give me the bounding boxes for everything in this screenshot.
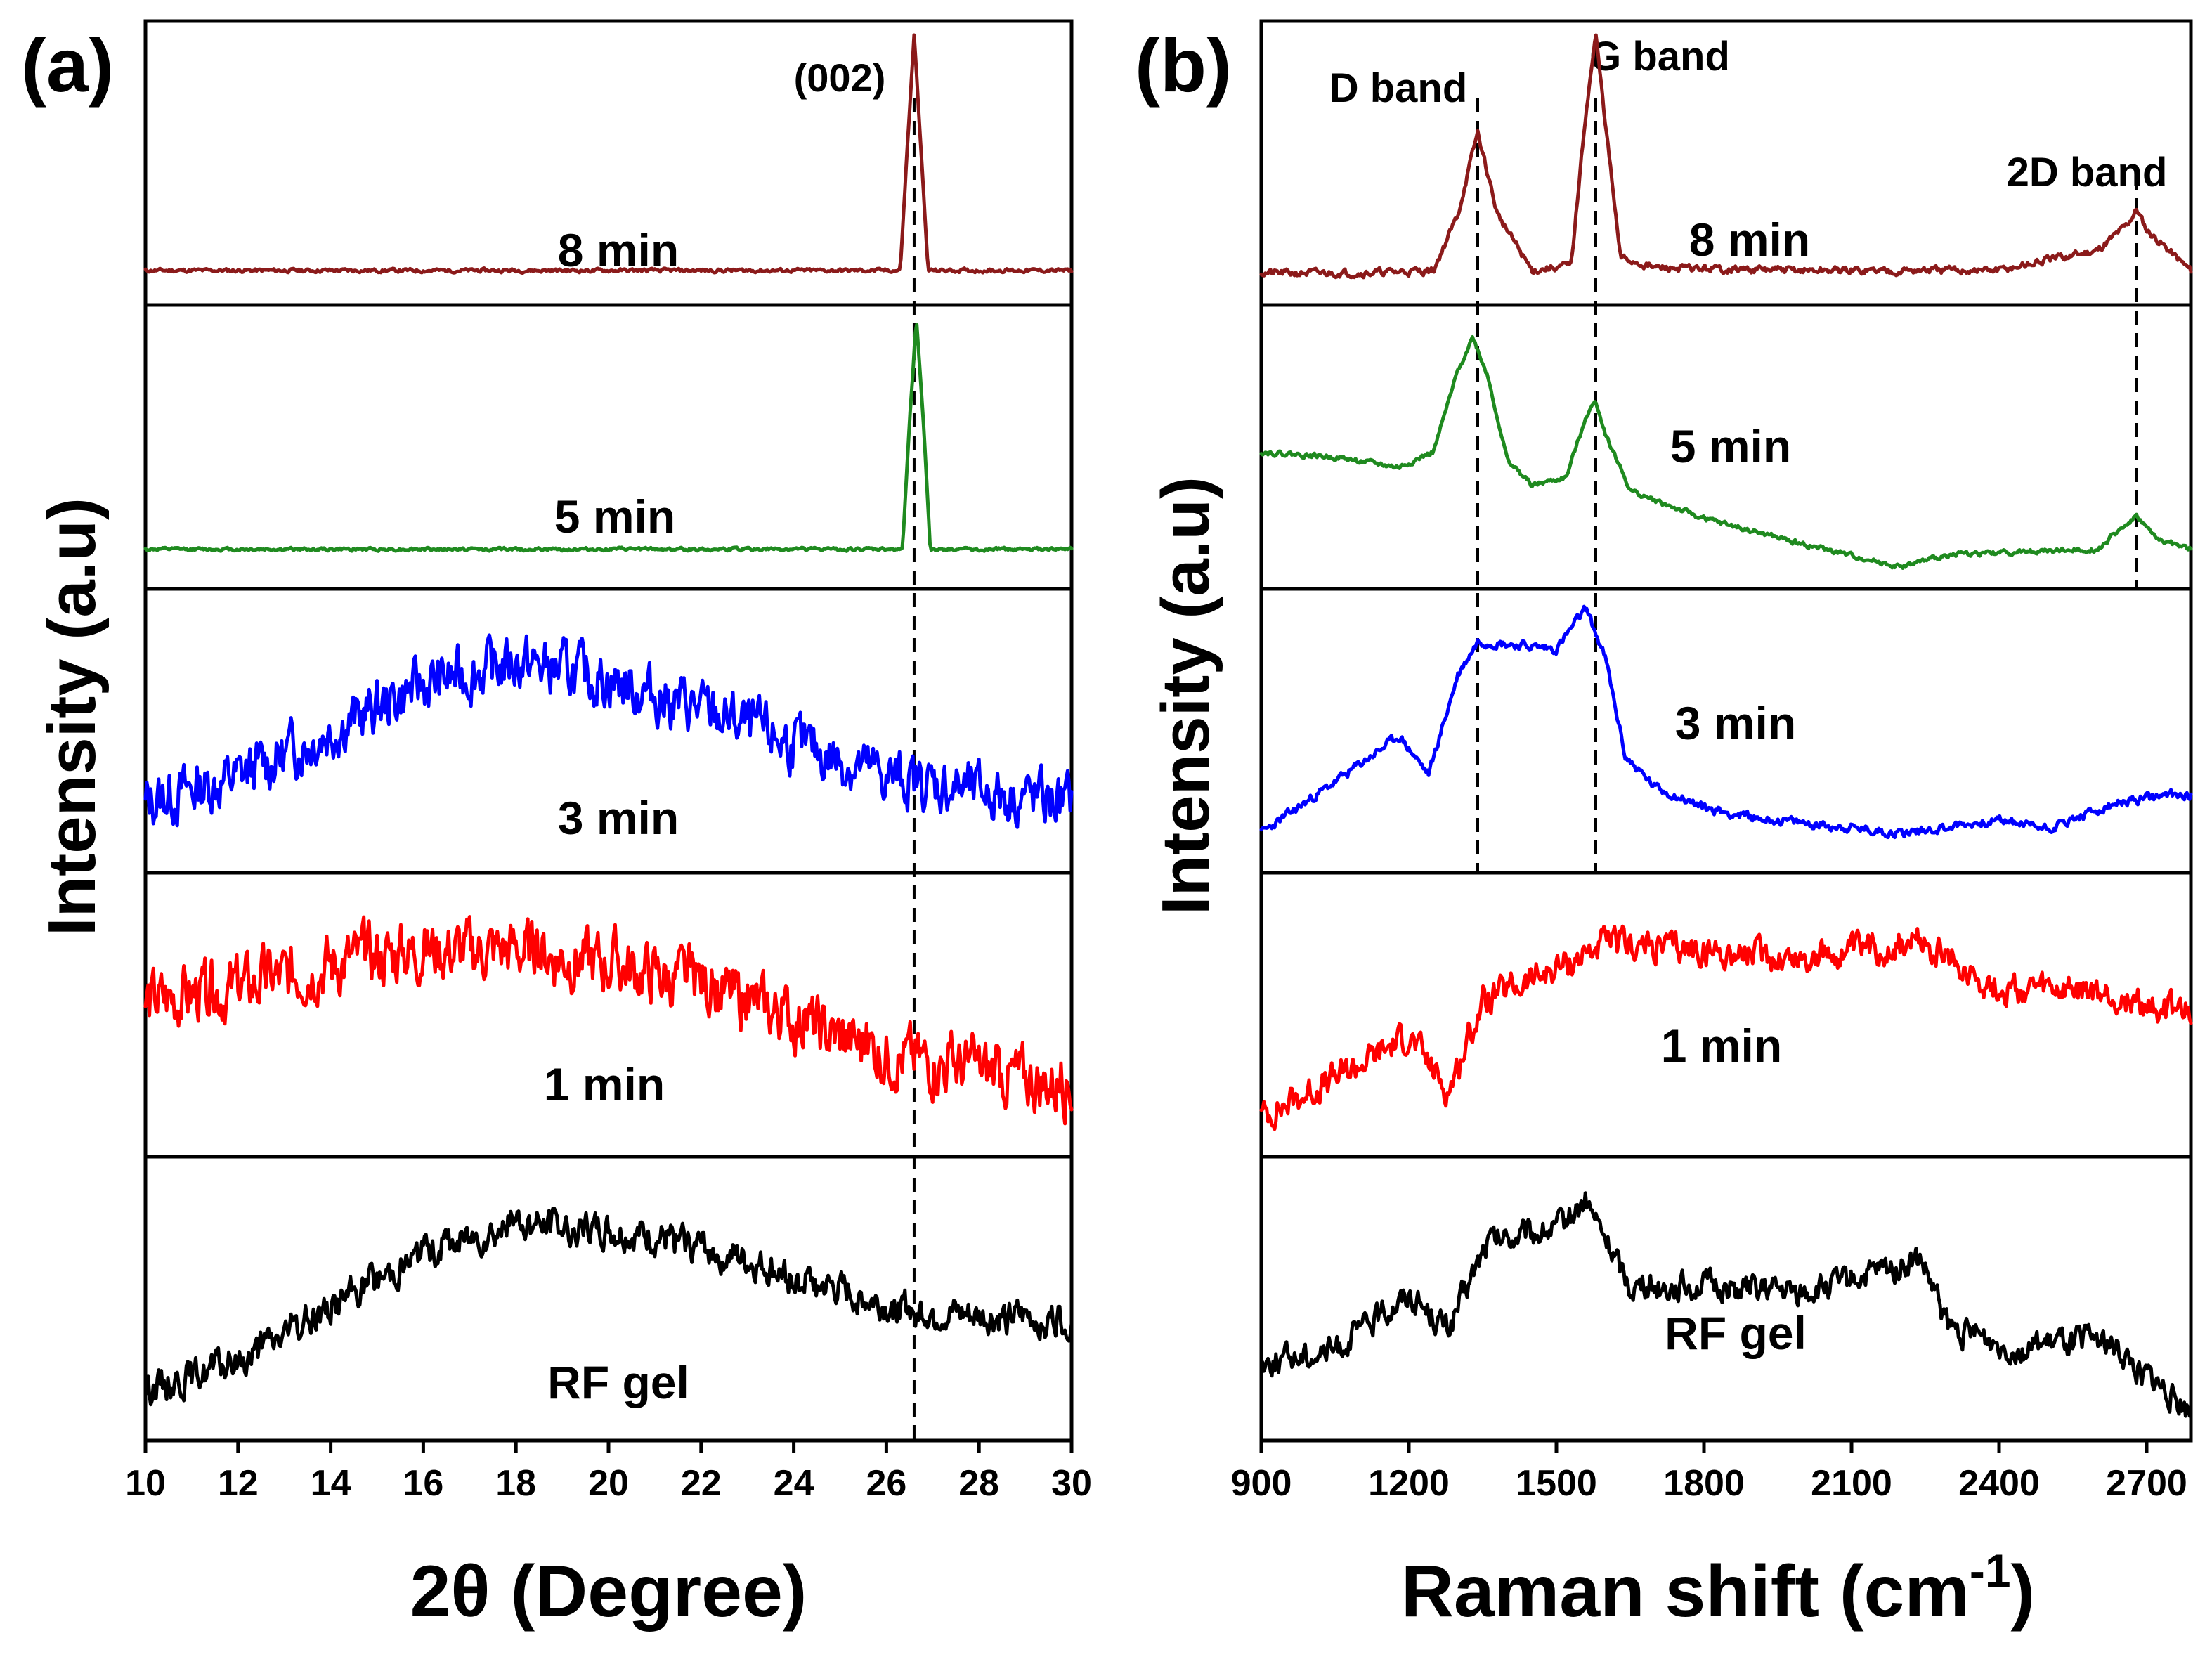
series-label-1-min-a: 1 min bbox=[544, 1058, 665, 1110]
series-8-min-b bbox=[1259, 33, 2193, 280]
series-label-5-min-a: 5 min bbox=[554, 490, 675, 542]
x-tick-label: 16 bbox=[403, 1463, 443, 1504]
x-tick-label: 14 bbox=[311, 1463, 351, 1504]
x-axis-title-b-main: Raman shift (cm bbox=[1401, 1551, 1970, 1632]
series-label-rf-gel-b: RF gel bbox=[1665, 1307, 1807, 1359]
plot-frame-b bbox=[1259, 19, 2193, 1443]
series-5-min-a bbox=[143, 323, 1074, 553]
panel-b: (b) Intensity (a.u) Raman shift (cm-1) D… bbox=[1135, 19, 2193, 1632]
panel-label-a: (a) bbox=[21, 22, 114, 108]
panel-label-b: (b) bbox=[1135, 22, 1232, 108]
x-tick-label: 28 bbox=[958, 1463, 999, 1504]
x-tick-label: 20 bbox=[588, 1463, 629, 1504]
series-label-3-min-b: 3 min bbox=[1675, 697, 1796, 749]
series-8-min-a bbox=[143, 33, 1074, 275]
x-tick-label: 24 bbox=[774, 1463, 814, 1504]
series-label-5-min-b: 5 min bbox=[1670, 420, 1791, 472]
series-3-min-a bbox=[143, 633, 1074, 829]
x-tick-label: 30 bbox=[1051, 1463, 1092, 1504]
x-tick-label: 18 bbox=[495, 1463, 536, 1504]
annotation-002: (002) bbox=[794, 56, 886, 100]
annotation-2d-band: 2D band bbox=[2007, 150, 2168, 195]
series-rf-gel-b bbox=[1259, 1191, 2193, 1418]
series-label-3-min-a: 3 min bbox=[558, 792, 679, 844]
x-tick-label: 900 bbox=[1231, 1463, 1292, 1504]
series-1-min-a bbox=[143, 915, 1074, 1126]
x-tick-label: 2100 bbox=[1811, 1463, 1892, 1504]
annotation-d-band: D band bbox=[1329, 65, 1468, 111]
x-axis-title-b-suffix: ) bbox=[2011, 1551, 2036, 1632]
panel-a: (a) Intensity (a.u) 2θ (Degree) (002) 10… bbox=[21, 19, 1092, 1632]
series-rf-gel-a bbox=[143, 1207, 1074, 1407]
x-tick-label: 1500 bbox=[1516, 1463, 1597, 1504]
x-tick-label: 1200 bbox=[1368, 1463, 1450, 1504]
y-axis-title-a: Intensity (a.u) bbox=[34, 498, 110, 936]
series-label-8-min-a: 8 min bbox=[558, 224, 679, 276]
x-tick-label: 2700 bbox=[2106, 1463, 2187, 1504]
series-label-1-min-b: 1 min bbox=[1661, 1020, 1782, 1072]
x-axis-title-b: Raman shift (cm-1) bbox=[1401, 1545, 2035, 1632]
x-axis-title-b-sup: -1 bbox=[1970, 1545, 2011, 1597]
x-tick-label: 22 bbox=[681, 1463, 722, 1504]
annotation-g-band: G band bbox=[1589, 34, 1730, 79]
x-tick-label: 2400 bbox=[1958, 1463, 2040, 1504]
series-label-8-min-b: 8 min bbox=[1689, 214, 1810, 266]
x-tick-label: 26 bbox=[866, 1463, 906, 1504]
series-3-min-b bbox=[1259, 604, 2193, 840]
x-axis-title-a: 2θ (Degree) bbox=[410, 1551, 807, 1632]
series-5-min-b bbox=[1259, 334, 2193, 570]
series-label-rf-gel-a: RF gel bbox=[547, 1356, 689, 1408]
x-tick-label: 1800 bbox=[1663, 1463, 1745, 1504]
x-tick-label: 12 bbox=[218, 1463, 259, 1504]
y-axis-title-b: Intensity (a.u) bbox=[1148, 476, 1223, 915]
x-tick-label: 10 bbox=[125, 1463, 166, 1504]
series-1-min-b bbox=[1259, 924, 2193, 1131]
